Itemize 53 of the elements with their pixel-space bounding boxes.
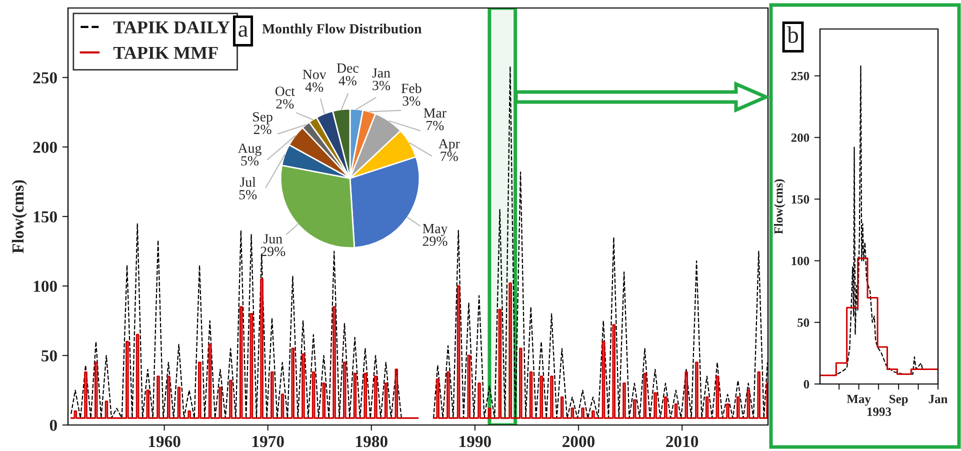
y-tick-label: 50 (42, 350, 57, 362)
data-label: 4% (338, 76, 356, 86)
y-tick-label: 50 (798, 318, 810, 327)
data-label: 29% (422, 236, 448, 246)
y-tick-label: 250 (791, 72, 810, 80)
x-tick-label: 1960 (148, 436, 180, 448)
y-tick-label: 200 (33, 142, 57, 153)
text: b (787, 26, 798, 43)
data-label: 7% (426, 120, 444, 130)
y-tick-label: 250 (33, 72, 57, 84)
annotation: a (238, 26, 248, 37)
x-tick-label: 2000 (562, 436, 595, 448)
slice-label: Oct (275, 86, 295, 96)
y-tick-label: 200 (791, 133, 810, 142)
y-tick-label: 100 (34, 280, 57, 292)
x-tick-label: 1980 (356, 436, 388, 448)
slice-label: Mar (424, 108, 446, 118)
data-label: 5% (241, 156, 259, 166)
y-tick-label: 150 (792, 195, 810, 204)
legend-label: TAPIK DAILY (113, 21, 230, 34)
data-label: 7% (440, 152, 458, 162)
x-tick-label: 1970 (252, 436, 284, 448)
slice-label: Jul (240, 177, 256, 187)
legend-label: TAPIK MMF (113, 46, 218, 59)
slice-label: Jun (264, 234, 282, 244)
data-label: 5% (239, 190, 257, 200)
data-label: 3% (372, 80, 390, 90)
slice-label: Apr (438, 139, 460, 152)
slice-label: Feb (401, 83, 422, 94)
chart-title: Monthly Flow Distribution (262, 24, 422, 36)
y-tick-label: 0 (50, 420, 57, 431)
x-tick-label: Sep (890, 394, 908, 406)
x-tick-label: May (846, 394, 871, 406)
data-label: 2% (276, 99, 294, 109)
x-tick-label: 1990 (460, 436, 491, 448)
data-label: 4% (305, 82, 324, 92)
y-axis-title: Flow(cms) (774, 179, 786, 234)
slice-label: Jan (372, 68, 390, 78)
y-tick-label: 100 (792, 256, 810, 266)
y-tick-label: 0 (804, 380, 810, 388)
slice-label: Dec (336, 64, 358, 73)
slice-label: Nov (302, 70, 326, 80)
y-axis-title: Flow(cms) (12, 180, 28, 254)
data-label: 29% (260, 246, 286, 256)
x-tick-label: Jan (928, 394, 948, 404)
x-axis-title: 1993 (868, 408, 892, 416)
data-label: 3% (402, 96, 420, 106)
x-tick-label: 2010 (666, 436, 698, 448)
data-label: 2% (254, 124, 272, 134)
y-tick-label: 150 (34, 211, 57, 222)
slice-label: Aug (238, 144, 262, 156)
slice-label: May (422, 224, 448, 236)
slice-label: Sep (253, 112, 272, 124)
